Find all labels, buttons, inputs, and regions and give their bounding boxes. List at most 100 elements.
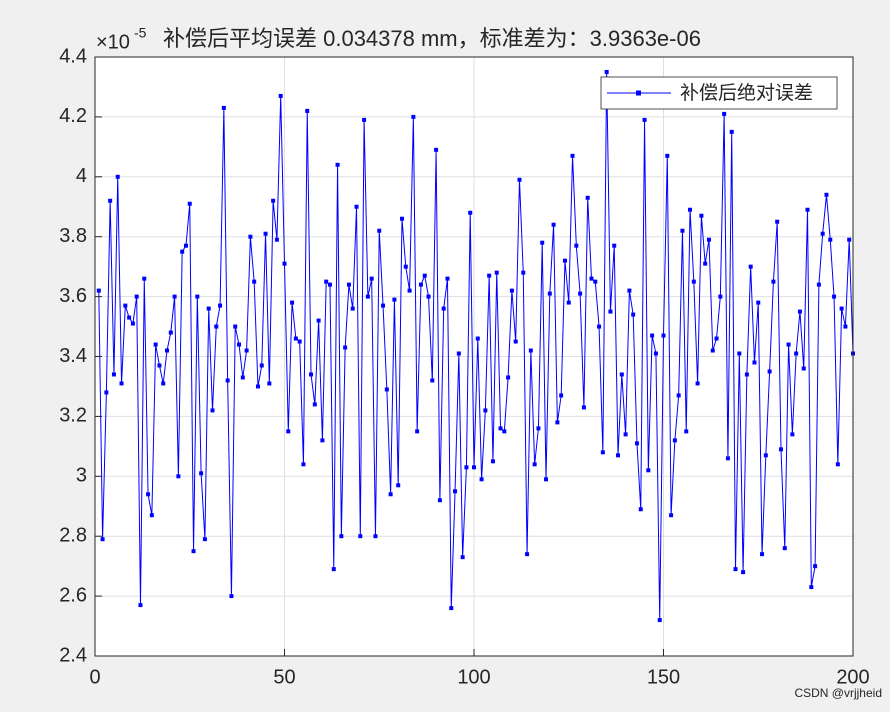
point-marker <box>453 489 458 494</box>
point-marker <box>418 282 423 287</box>
point-marker <box>475 336 480 341</box>
point-marker <box>165 348 170 353</box>
series-line <box>98 71 854 621</box>
point-marker <box>244 348 249 353</box>
point-marker <box>790 432 795 437</box>
point-marker <box>722 111 727 116</box>
point-marker <box>327 282 332 287</box>
point-marker <box>502 429 507 434</box>
point-marker <box>381 303 386 308</box>
y-tick-label: 3 <box>76 465 87 487</box>
point-marker <box>199 471 204 476</box>
point-marker <box>771 279 776 284</box>
point-marker <box>669 513 674 518</box>
point-marker <box>248 234 253 239</box>
point-marker <box>195 294 200 299</box>
point-marker <box>316 318 321 323</box>
point-marker <box>494 270 499 275</box>
point-marker <box>472 465 476 470</box>
point-marker <box>183 243 188 248</box>
y-tick-label: 4.2 <box>59 105 87 127</box>
point-marker <box>119 381 124 386</box>
point-marker <box>218 303 223 308</box>
point-marker <box>142 276 147 281</box>
point-marker <box>430 378 435 383</box>
point-marker <box>547 291 552 296</box>
point-marker <box>479 477 484 482</box>
point-marker <box>331 567 336 572</box>
point-marker <box>509 288 514 293</box>
point-marker <box>612 243 617 248</box>
y-tick-label: 2.8 <box>59 524 87 546</box>
point-marker <box>100 537 105 542</box>
point-marker <box>498 426 503 431</box>
point-marker <box>597 324 602 329</box>
point-marker <box>335 162 340 167</box>
point-marker <box>634 441 639 446</box>
point-marker <box>616 453 621 458</box>
y-tick-label: 4.4 <box>59 45 87 67</box>
point-marker <box>748 264 753 269</box>
legend-marker <box>636 90 641 96</box>
point-marker <box>487 273 492 278</box>
point-marker <box>805 207 810 212</box>
point-marker <box>263 231 268 236</box>
point-marker <box>396 483 401 488</box>
point-marker <box>214 324 219 329</box>
point-marker <box>377 228 382 233</box>
point-marker <box>631 312 636 317</box>
point-marker <box>528 348 533 353</box>
point-marker <box>676 393 681 398</box>
point-marker <box>828 237 833 242</box>
point-marker <box>274 237 279 242</box>
point-marker <box>426 294 431 299</box>
point-marker <box>794 351 799 356</box>
x-tick-label: 200 <box>836 666 869 688</box>
point-marker <box>570 153 575 158</box>
point-marker <box>312 402 317 407</box>
point-marker <box>384 387 389 392</box>
point-marker <box>460 555 465 560</box>
point-marker <box>411 114 416 119</box>
point-marker <box>506 375 511 380</box>
point-marker <box>115 174 120 179</box>
point-marker <box>403 264 408 269</box>
watermark: CSDN @vrjjheid <box>794 686 882 700</box>
point-marker <box>301 462 306 467</box>
point-marker <box>532 462 537 467</box>
point-marker <box>290 300 295 305</box>
point-marker <box>653 351 658 356</box>
y-tick-label: 3.6 <box>59 285 87 307</box>
point-marker <box>816 282 821 287</box>
point-marker <box>255 384 260 389</box>
legend-label: 补偿后绝对误差 <box>680 82 813 104</box>
point-marker <box>233 324 238 329</box>
point-marker <box>415 429 420 434</box>
point-marker <box>259 363 264 368</box>
point-marker <box>237 342 242 347</box>
point-marker <box>688 207 693 212</box>
y-tick-label: 3.4 <box>59 345 87 367</box>
point-marker <box>172 294 177 299</box>
point-marker <box>623 432 628 437</box>
point-marker <box>161 381 166 386</box>
point-marker <box>555 420 560 425</box>
y-scale-exponent: -5 <box>134 25 147 41</box>
point-marker <box>354 204 359 209</box>
point-marker <box>127 315 132 320</box>
point-marker <box>464 465 469 470</box>
legend: 补偿后绝对误差 <box>600 76 838 110</box>
point-marker <box>619 372 624 377</box>
point-marker <box>642 117 647 122</box>
point-marker <box>540 240 545 245</box>
point-marker <box>600 450 605 455</box>
point-marker <box>320 438 325 443</box>
point-marker <box>153 342 158 347</box>
y-tick-label: 2.4 <box>59 644 87 666</box>
point-marker <box>737 351 742 356</box>
point-marker <box>407 288 412 293</box>
point-marker <box>346 282 351 287</box>
point-marker <box>157 363 162 368</box>
point-marker <box>309 372 314 377</box>
